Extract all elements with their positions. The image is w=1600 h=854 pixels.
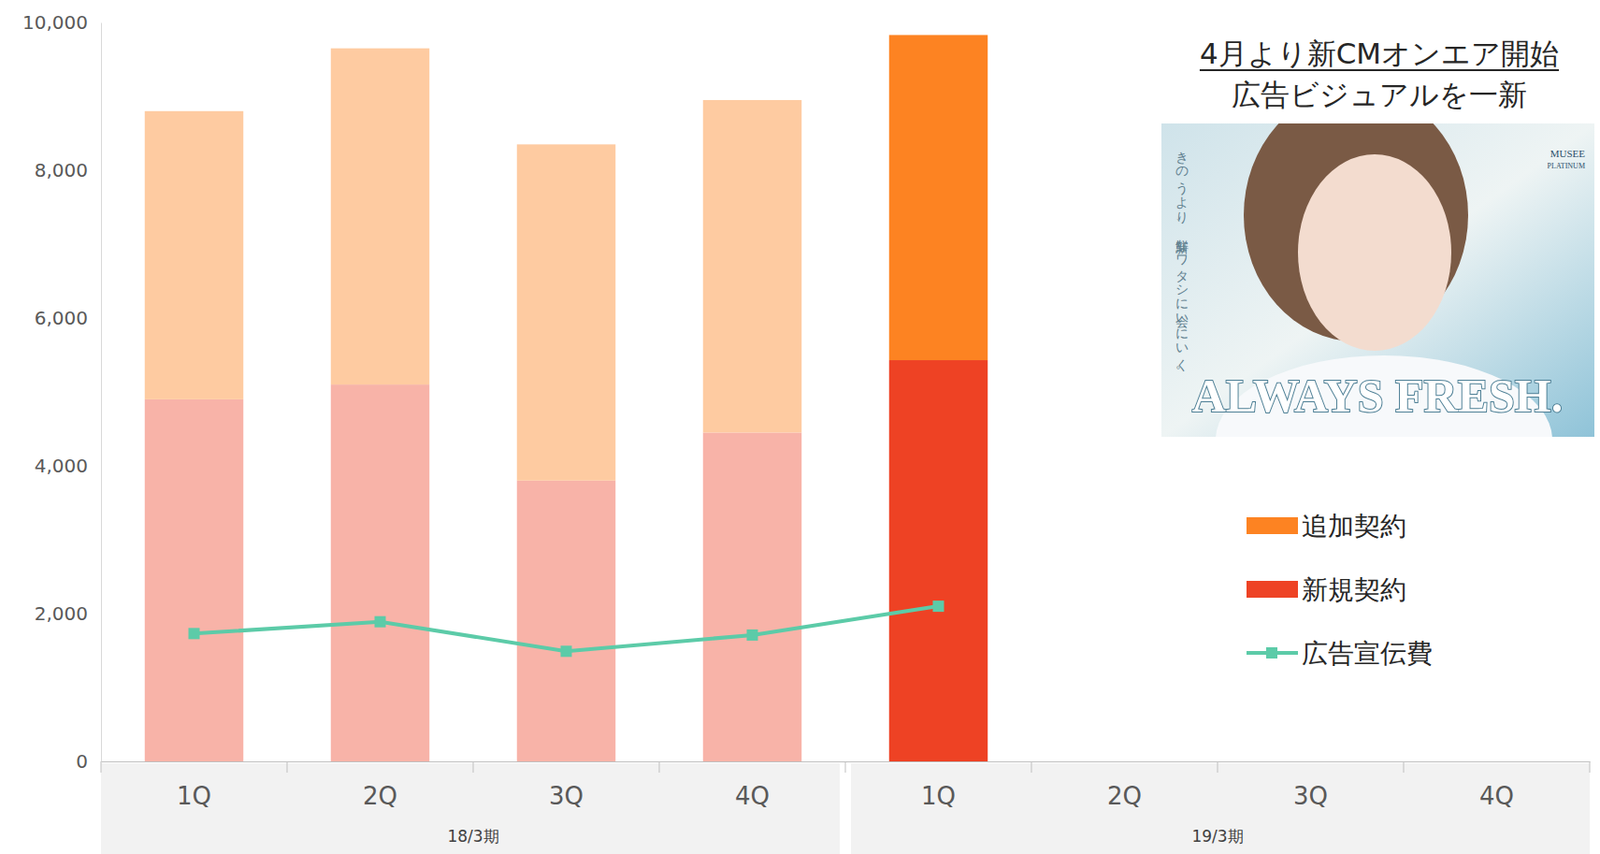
slot-separator (1031, 761, 1033, 773)
legend-swatch (1246, 580, 1298, 598)
ad-copy: きのうより、新鮮なワタシに会いにいく。 (1174, 142, 1190, 378)
bar (517, 144, 616, 480)
line (194, 605, 939, 651)
annotation: 広告ビジュアルを一新 (1231, 77, 1528, 112)
y-tick-label: 0 (75, 749, 88, 773)
x-tick: 2Q (1107, 761, 1142, 810)
legend-swatch (1246, 517, 1298, 534)
bar (331, 48, 430, 385)
group-label: 18/3期 (446, 826, 499, 846)
slot-separator (100, 761, 102, 773)
x-tick: 4Q (735, 761, 770, 810)
group-label: 19/3期 (1191, 826, 1243, 846)
ad-logo: PLATINUM (1547, 161, 1586, 171)
y-tick: 4,000 (34, 454, 101, 477)
y-axis: 0 2,000 4,000 6,000 8,000 10,000 (22, 11, 101, 773)
y-tick-label: 4,000 (34, 454, 88, 477)
x-tick: 4Q (1479, 761, 1514, 810)
marker (747, 629, 759, 641)
bar (517, 480, 616, 762)
x-tick: 1Q (176, 761, 212, 810)
slot-separator (845, 761, 847, 773)
bar (144, 111, 244, 400)
chart: 18/3期 19/3期 0 2,000 4,000 6,000 8,000 10,000 1Q 2… (0, 0, 1600, 854)
legend-label: 広告宣伝費 (1301, 637, 1433, 669)
ad-visual: きのうより、新鮮なワタシに会いにいく。 MUSEE PLATINUM ALWAYS F… (1161, 88, 1595, 524)
marker (188, 627, 201, 639)
legend-item: 広告宣伝費 (1246, 637, 1433, 669)
y-tick: 2,000 (34, 602, 101, 625)
legend-label: 追加契約 (1301, 510, 1407, 542)
legend: 追加契約新規契約広告宣伝費 (1246, 510, 1433, 669)
group-band (100, 763, 840, 854)
photo-bg (1161, 123, 1595, 437)
x-axis-line (101, 761, 1591, 763)
slot-separator (1589, 761, 1591, 773)
bar (889, 34, 988, 361)
slot-separator (659, 761, 661, 773)
x-tick: 3Q (548, 761, 584, 810)
bar (144, 399, 244, 762)
annotation: 4月より新CMオンエア開始 (1199, 36, 1559, 71)
y-tick: 6,000 (34, 306, 101, 330)
y-tick: 0 (75, 749, 101, 773)
y-tick-label: 2,000 (34, 602, 88, 625)
slot-separator (1403, 761, 1405, 773)
x-tick-label: 1Q (921, 781, 956, 810)
ad-logo: MUSEE (1550, 147, 1586, 159)
x-tick: 2Q (362, 761, 398, 810)
x-tick-label: 4Q (1479, 781, 1514, 810)
x-tick: 1Q (921, 761, 956, 810)
y-tick-label: 8,000 (34, 158, 88, 182)
x-tick: 3Q (1293, 761, 1328, 810)
x-tick-label: 1Q (176, 781, 212, 810)
bar-series (144, 34, 988, 480)
x-tick-label: 4Q (735, 781, 770, 810)
x-tick-label: 2Q (362, 781, 398, 810)
legend-item: 新規契約 (1246, 574, 1407, 606)
y-tick-label: 10,000 (22, 11, 88, 34)
x-axis: 1Q 2Q 3Q 4Q 1Q 2Q 3Q 4Q (101, 761, 1591, 810)
x-tick-label: 3Q (1293, 781, 1328, 810)
bar (889, 360, 988, 762)
ad-slogan: ALWAYS FRESH. (1192, 369, 1563, 422)
y-axis-line (100, 23, 102, 763)
plot-area (144, 34, 988, 762)
y-tick: 10,000 (22, 11, 101, 34)
y-tick-label: 6,000 (34, 306, 88, 330)
slot-separator (287, 761, 289, 773)
category-band: 18/3期 19/3期 (100, 761, 1590, 854)
group-band (850, 763, 1590, 854)
slot-separator (1217, 761, 1219, 773)
x-tick-label: 3Q (548, 781, 584, 810)
marker (933, 600, 945, 612)
x-tick-label: 2Q (1107, 781, 1142, 810)
legend-label: 新規契約 (1301, 574, 1407, 606)
bar (331, 384, 430, 762)
legend-swatch (1266, 647, 1278, 659)
y-tick: 8,000 (34, 158, 101, 182)
marker (374, 616, 387, 628)
marker (561, 645, 573, 657)
bar (703, 432, 802, 762)
slot-separator (473, 761, 475, 773)
bar (703, 100, 802, 433)
annotation-underline (1199, 69, 1559, 72)
legend-item: 追加契約 (1246, 510, 1407, 542)
photo-face (1297, 154, 1452, 351)
